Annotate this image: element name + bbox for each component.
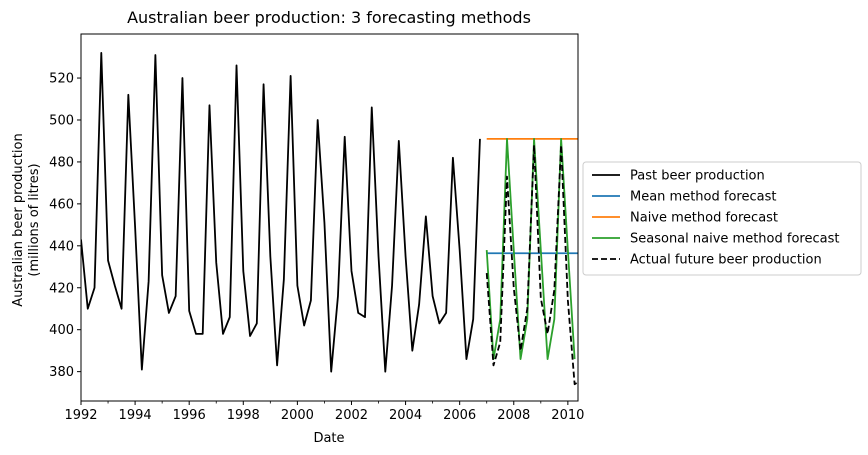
- x-tick-label: 2006: [443, 408, 476, 423]
- y-tick-label: 460: [49, 197, 74, 212]
- y-axis-label-line-2: (millions of litres): [27, 163, 42, 276]
- x-tick-label: 2010: [551, 408, 584, 423]
- x-axis-label: Date: [313, 431, 344, 446]
- y-tick-label: 420: [49, 281, 74, 296]
- y-tick-label: 400: [49, 323, 74, 338]
- x-tick-label: 1994: [119, 408, 152, 423]
- x-tick-label: 1996: [173, 408, 206, 423]
- x-tick-label: 2000: [281, 408, 314, 423]
- y-tick-label: 520: [49, 72, 74, 87]
- y-axis-label: Australian beer production (millions of …: [11, 133, 42, 306]
- axes: 380 400 420 440 460 480 500 520 1992 1994 1996 1998…: [49, 33, 584, 423]
- x-tick-label: 1998: [227, 408, 260, 423]
- x-tick-label: 2002: [335, 408, 368, 423]
- legend: Past beer production Mean method forecast…: [582, 161, 862, 276]
- legend-label: Past beer production: [630, 169, 765, 184]
- series-line-past-beer-production: [81, 51, 481, 373]
- x-tick-label: 2008: [497, 408, 530, 423]
- x-tick-label: 1992: [64, 408, 97, 423]
- legend-box: [582, 161, 862, 276]
- y-axis-label-line-1: Australian beer production: [11, 133, 26, 306]
- plot-frame: [80, 33, 579, 402]
- plot-marks: [81, 51, 578, 386]
- legend-label: Seasonal naive method forecast: [630, 232, 839, 247]
- chart-title: Australian beer production: 3 forecastin…: [127, 8, 531, 27]
- series-line-actual-future-beer-production: [485, 144, 578, 386]
- legend-label: Actual future beer production: [630, 253, 822, 268]
- y-tick-label: 380: [49, 365, 74, 380]
- y-tick-label: 480: [49, 155, 74, 170]
- x-tick-label: 2004: [389, 408, 422, 423]
- y-tick-label: 500: [49, 113, 74, 128]
- series-line-seasonal-naive-method-forecast: [485, 137, 576, 360]
- y-tick-label: 440: [49, 239, 74, 254]
- legend-label: Naive method forecast: [630, 211, 778, 226]
- legend-label: Mean method forecast: [630, 190, 776, 205]
